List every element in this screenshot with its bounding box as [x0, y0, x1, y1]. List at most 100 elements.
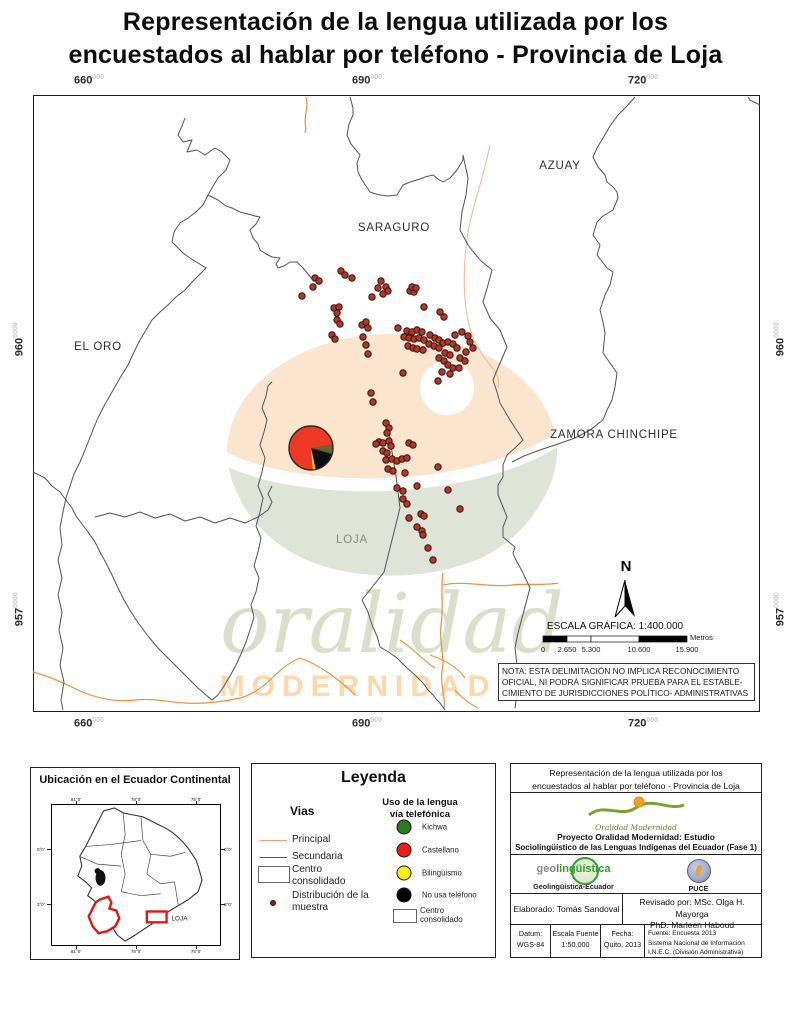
sample-dot	[449, 364, 457, 372]
credits-row: Elaborado: Tomás Sandoval Revisado por: …	[511, 894, 761, 930]
metadata-row: Datum: WGS-84 Escala Fuente 1:50.000 Fec…	[511, 925, 761, 957]
inset-tick-label: 75°0'	[190, 797, 202, 802]
language-pie-chart	[288, 425, 334, 471]
region-label-loja: LOJA	[336, 534, 368, 546]
escala-value: 1:50.000	[561, 939, 590, 949]
loja-province-highlight	[87, 895, 121, 935]
sample-dot	[466, 338, 474, 346]
sample-dot	[405, 514, 413, 522]
inset-tick	[221, 904, 225, 905]
info-map-title: Representación de la lengua utilizada po…	[511, 764, 761, 794]
inset-tick-label: 81°0'	[70, 949, 82, 954]
inset-tick	[135, 945, 137, 949]
sample-dot	[464, 332, 472, 340]
loja-legend-swatch	[145, 910, 168, 924]
sample-dots-layer	[298, 267, 477, 564]
inset-tick-label: 78°0'	[130, 949, 142, 954]
datum-cell: Datum: WGS-84	[511, 925, 551, 957]
fecha-label: Fecha:	[611, 929, 634, 939]
sample-dot	[456, 505, 464, 513]
inset-tick-label: 75°0'	[190, 949, 202, 954]
inset-tick	[195, 801, 197, 805]
pie-slice-no-usa-teléfono	[311, 448, 333, 470]
sample-dot	[420, 336, 428, 344]
coordinate-tick	[365, 710, 367, 717]
map-frame	[33, 95, 760, 712]
legend-panel: Leyenda Vias Principal Secundaria Centro…	[251, 763, 496, 958]
coordinate-tick	[26, 339, 33, 341]
logo-caption: Oralidad Modernidad	[595, 823, 677, 833]
sample-dot	[389, 467, 397, 475]
fecha-cell: Fecha: Quito, 2013	[601, 925, 645, 957]
project-section: Oralidad Modernidad Proyecto Oralidad Mo…	[511, 793, 761, 855]
coordinate-label-right: 9600000	[773, 322, 787, 357]
sample-dot	[336, 320, 344, 328]
loja-legend-label: LOJA	[171, 915, 188, 922]
scale-text: ESCALA GRÁFICA: 1:400.000	[546, 621, 684, 632]
sample-dot	[399, 369, 407, 377]
coordinate-label-bottom: 720000	[628, 717, 659, 730]
no-usa-telefono-label: No usa teléfono	[422, 890, 477, 900]
sample-dot	[379, 290, 387, 298]
note-line: OFICIAL, NI PODRÁ SIGNIFICAR PRUEBA PARA…	[502, 676, 743, 687]
road-principal-swatch	[260, 840, 287, 841]
sample-dot	[446, 351, 454, 359]
sample-dot	[419, 531, 427, 539]
sample-dot	[434, 377, 442, 385]
roads-layer	[33, 96, 559, 709]
inset-map-frame: LOJA	[51, 804, 221, 946]
legend-title: Leyenda	[341, 769, 406, 786]
sample-dot	[362, 318, 370, 326]
globe-icon	[570, 856, 599, 885]
watermark-word-modernidad: MODERNIDAD	[220, 670, 497, 703]
inset-tick-label: 3°0'	[37, 902, 45, 907]
road-principal-label: Principal	[292, 834, 331, 845]
sample-dot	[383, 449, 391, 457]
ecuador-inset-panel: Ubicación en el Ecuador Continental LOJA…	[30, 767, 240, 960]
bilinguismo-label: Bilingüismo	[422, 868, 462, 878]
kichwa-label: Kichwa	[422, 822, 448, 832]
sample-dot	[377, 277, 385, 285]
sample-dot	[438, 368, 446, 376]
coordinate-label-top: 720000	[628, 74, 659, 87]
scale-bar-number: 5.300	[581, 645, 601, 654]
sample-dot	[367, 389, 375, 397]
fecha-value: Quito, 2013	[603, 939, 642, 949]
sample-dot	[348, 274, 356, 282]
oralidad-modernidad-watermark: oralidad MODERNIDAD	[216, 334, 566, 703]
sample-dot	[444, 486, 452, 494]
sample-dot	[412, 284, 420, 292]
kichwa-swatch	[396, 819, 412, 835]
sample-dot	[383, 429, 391, 437]
sample-dot	[331, 335, 339, 343]
sample-dot	[424, 544, 432, 552]
puce-logo	[686, 858, 711, 883]
legend-vias-title: Vias	[290, 804, 315, 818]
north-arrow-label: N	[620, 558, 632, 575]
inset-tick-label: 3°0'	[224, 902, 232, 907]
sample-dot	[413, 523, 421, 531]
inset-black-area	[95, 870, 106, 886]
coordinate-tick	[758, 609, 765, 611]
sample-dot	[382, 456, 390, 464]
sample-dot	[362, 341, 370, 349]
coordinate-tick	[87, 88, 89, 95]
coordinate-label-left: 9570000	[12, 592, 26, 627]
sample-dot	[451, 331, 459, 339]
coordinate-tick	[365, 88, 367, 95]
sample-dot	[374, 284, 382, 292]
inset-title: Ubicación en el Ecuador Continental	[39, 774, 231, 786]
boundaries-layer	[33, 96, 760, 711]
note-line: CIMIENTO DE JURISDICCIONES POLÍTICO- ADM…	[502, 687, 749, 698]
sample-dot	[315, 277, 323, 285]
castellano-label: Castellano	[422, 845, 459, 855]
sample-dot	[455, 364, 463, 372]
sample-dot	[453, 344, 461, 352]
inset-tick	[75, 801, 77, 805]
sample-dot	[368, 293, 376, 301]
sample-dot	[435, 344, 443, 352]
sample-dot	[393, 484, 401, 492]
inset-tick	[195, 945, 197, 949]
coordinate-tick	[87, 710, 89, 717]
scale-bar-number: 15.900	[675, 645, 699, 654]
